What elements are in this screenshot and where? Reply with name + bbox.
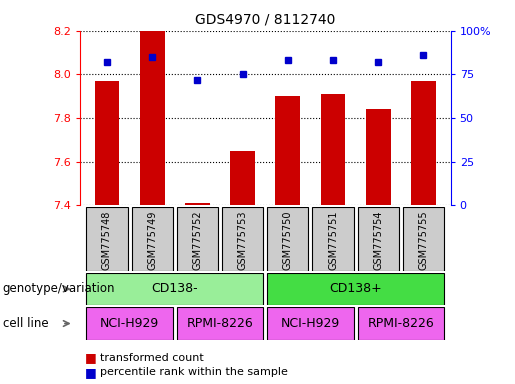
Bar	[358, 307, 444, 340]
Text: NCI-H929: NCI-H929	[100, 317, 159, 330]
Bar	[321, 94, 346, 205]
Bar	[267, 307, 354, 340]
Text: transformed count: transformed count	[100, 353, 204, 363]
Bar	[87, 273, 263, 305]
Text: RPMI-8226: RPMI-8226	[186, 317, 253, 330]
Bar	[276, 96, 300, 205]
Text: RPMI-8226: RPMI-8226	[368, 317, 434, 330]
Bar	[358, 207, 399, 271]
Text: GSM775750: GSM775750	[283, 210, 293, 270]
Text: GSM775749: GSM775749	[147, 210, 157, 270]
Text: cell line: cell line	[3, 317, 48, 330]
Text: GSM775752: GSM775752	[193, 210, 202, 270]
Bar	[177, 207, 218, 271]
Text: GSM775754: GSM775754	[373, 210, 383, 270]
Bar	[366, 109, 391, 205]
Title: GDS4970 / 8112740: GDS4970 / 8112740	[195, 13, 335, 27]
Bar	[230, 151, 255, 205]
Bar	[87, 207, 128, 271]
Bar	[222, 207, 263, 271]
Text: CD138+: CD138+	[329, 283, 382, 295]
Bar	[87, 307, 173, 340]
Bar	[411, 81, 436, 205]
Text: genotype/variation: genotype/variation	[3, 283, 115, 295]
Bar	[403, 207, 444, 271]
Text: percentile rank within the sample: percentile rank within the sample	[100, 367, 288, 377]
Text: CD138-: CD138-	[151, 283, 198, 295]
Text: GSM775748: GSM775748	[102, 210, 112, 270]
Bar	[313, 207, 354, 271]
Bar	[185, 203, 210, 205]
Bar	[95, 81, 119, 205]
Text: GSM775751: GSM775751	[328, 210, 338, 270]
Bar	[132, 207, 173, 271]
Bar	[140, 31, 165, 205]
Text: ■: ■	[85, 351, 97, 364]
Text: GSM775753: GSM775753	[237, 210, 248, 270]
Bar	[177, 307, 263, 340]
Bar	[267, 273, 444, 305]
Text: GSM775755: GSM775755	[419, 210, 428, 270]
Text: ■: ■	[85, 366, 97, 379]
Text: NCI-H929: NCI-H929	[281, 317, 340, 330]
Bar	[267, 207, 308, 271]
